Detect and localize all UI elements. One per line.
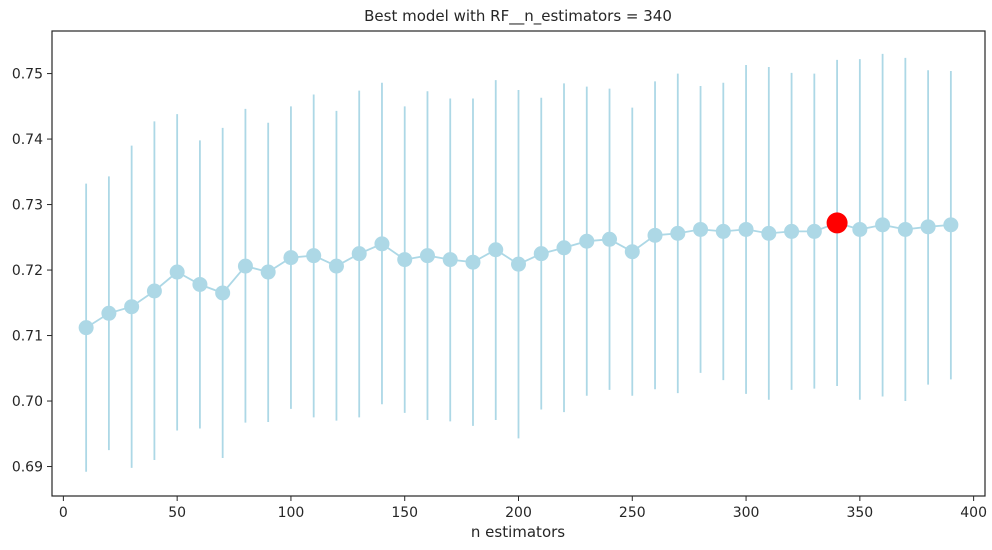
x-tick-label: 0: [59, 505, 68, 521]
data-point: [101, 305, 117, 321]
x-tick-label: 150: [391, 505, 418, 521]
data-point: [306, 248, 322, 264]
data-point: [806, 223, 822, 239]
data-point: [397, 252, 413, 268]
data-point: [169, 264, 185, 280]
data-point: [556, 240, 572, 256]
y-tick-label: 0.69: [12, 460, 43, 476]
x-axis: 0 50 100 150 200 250 300 350 400: [59, 496, 987, 521]
data-point: [374, 236, 390, 252]
x-tick-label: 350: [846, 505, 873, 521]
data-point: [488, 242, 504, 258]
x-tick-label: 250: [619, 505, 646, 521]
data-point: [943, 217, 959, 233]
y-tick-label: 0.70: [12, 394, 43, 410]
data-point: [215, 285, 231, 301]
data-point: [693, 221, 709, 237]
y-tick-label: 0.72: [12, 263, 43, 279]
data-point: [283, 250, 299, 266]
data-point: [624, 244, 640, 260]
data-point: [670, 225, 686, 241]
y-tick-label: 0.73: [12, 198, 43, 214]
data-point: [920, 219, 936, 235]
data-point: [761, 225, 777, 241]
data-point: [784, 223, 800, 239]
data-point: [465, 254, 481, 270]
data-point: [533, 246, 549, 262]
data-point: [738, 221, 754, 237]
y-tick-label: 0.75: [12, 67, 43, 83]
data-point: [328, 258, 344, 274]
y-tick-label: 0.71: [12, 329, 43, 345]
data-point: [715, 223, 731, 239]
data-point: [260, 264, 276, 280]
data-point: [875, 217, 891, 233]
x-tick-label: 200: [505, 505, 532, 521]
chart-title: Best model with RF__n_estimators = 340: [364, 7, 672, 26]
y-tick-label: 0.74: [12, 132, 43, 148]
data-point: [351, 246, 367, 262]
data-point: [511, 256, 526, 272]
plot-area: [78, 53, 959, 472]
data-point: [237, 258, 253, 274]
data-point: [647, 227, 663, 243]
x-tick-label: 50: [168, 505, 186, 521]
data-point: [579, 233, 595, 249]
y-axis: 0.69 0.70 0.71 0.72 0.73 0.74 0.75: [12, 67, 52, 476]
data-point: [852, 221, 868, 237]
data-point: [419, 248, 435, 264]
data-point: [442, 252, 458, 268]
x-tick-label: 300: [733, 505, 760, 521]
x-tick-label: 400: [960, 505, 987, 521]
data-point: [124, 299, 140, 315]
best-model-marker: [826, 212, 848, 234]
data-point: [602, 231, 618, 247]
data-point: [897, 221, 913, 237]
x-axis-label: n estimators: [471, 523, 565, 541]
x-tick-label: 100: [278, 505, 305, 521]
data-point: [192, 276, 208, 292]
data-point: [146, 283, 162, 299]
data-point: [78, 320, 94, 336]
